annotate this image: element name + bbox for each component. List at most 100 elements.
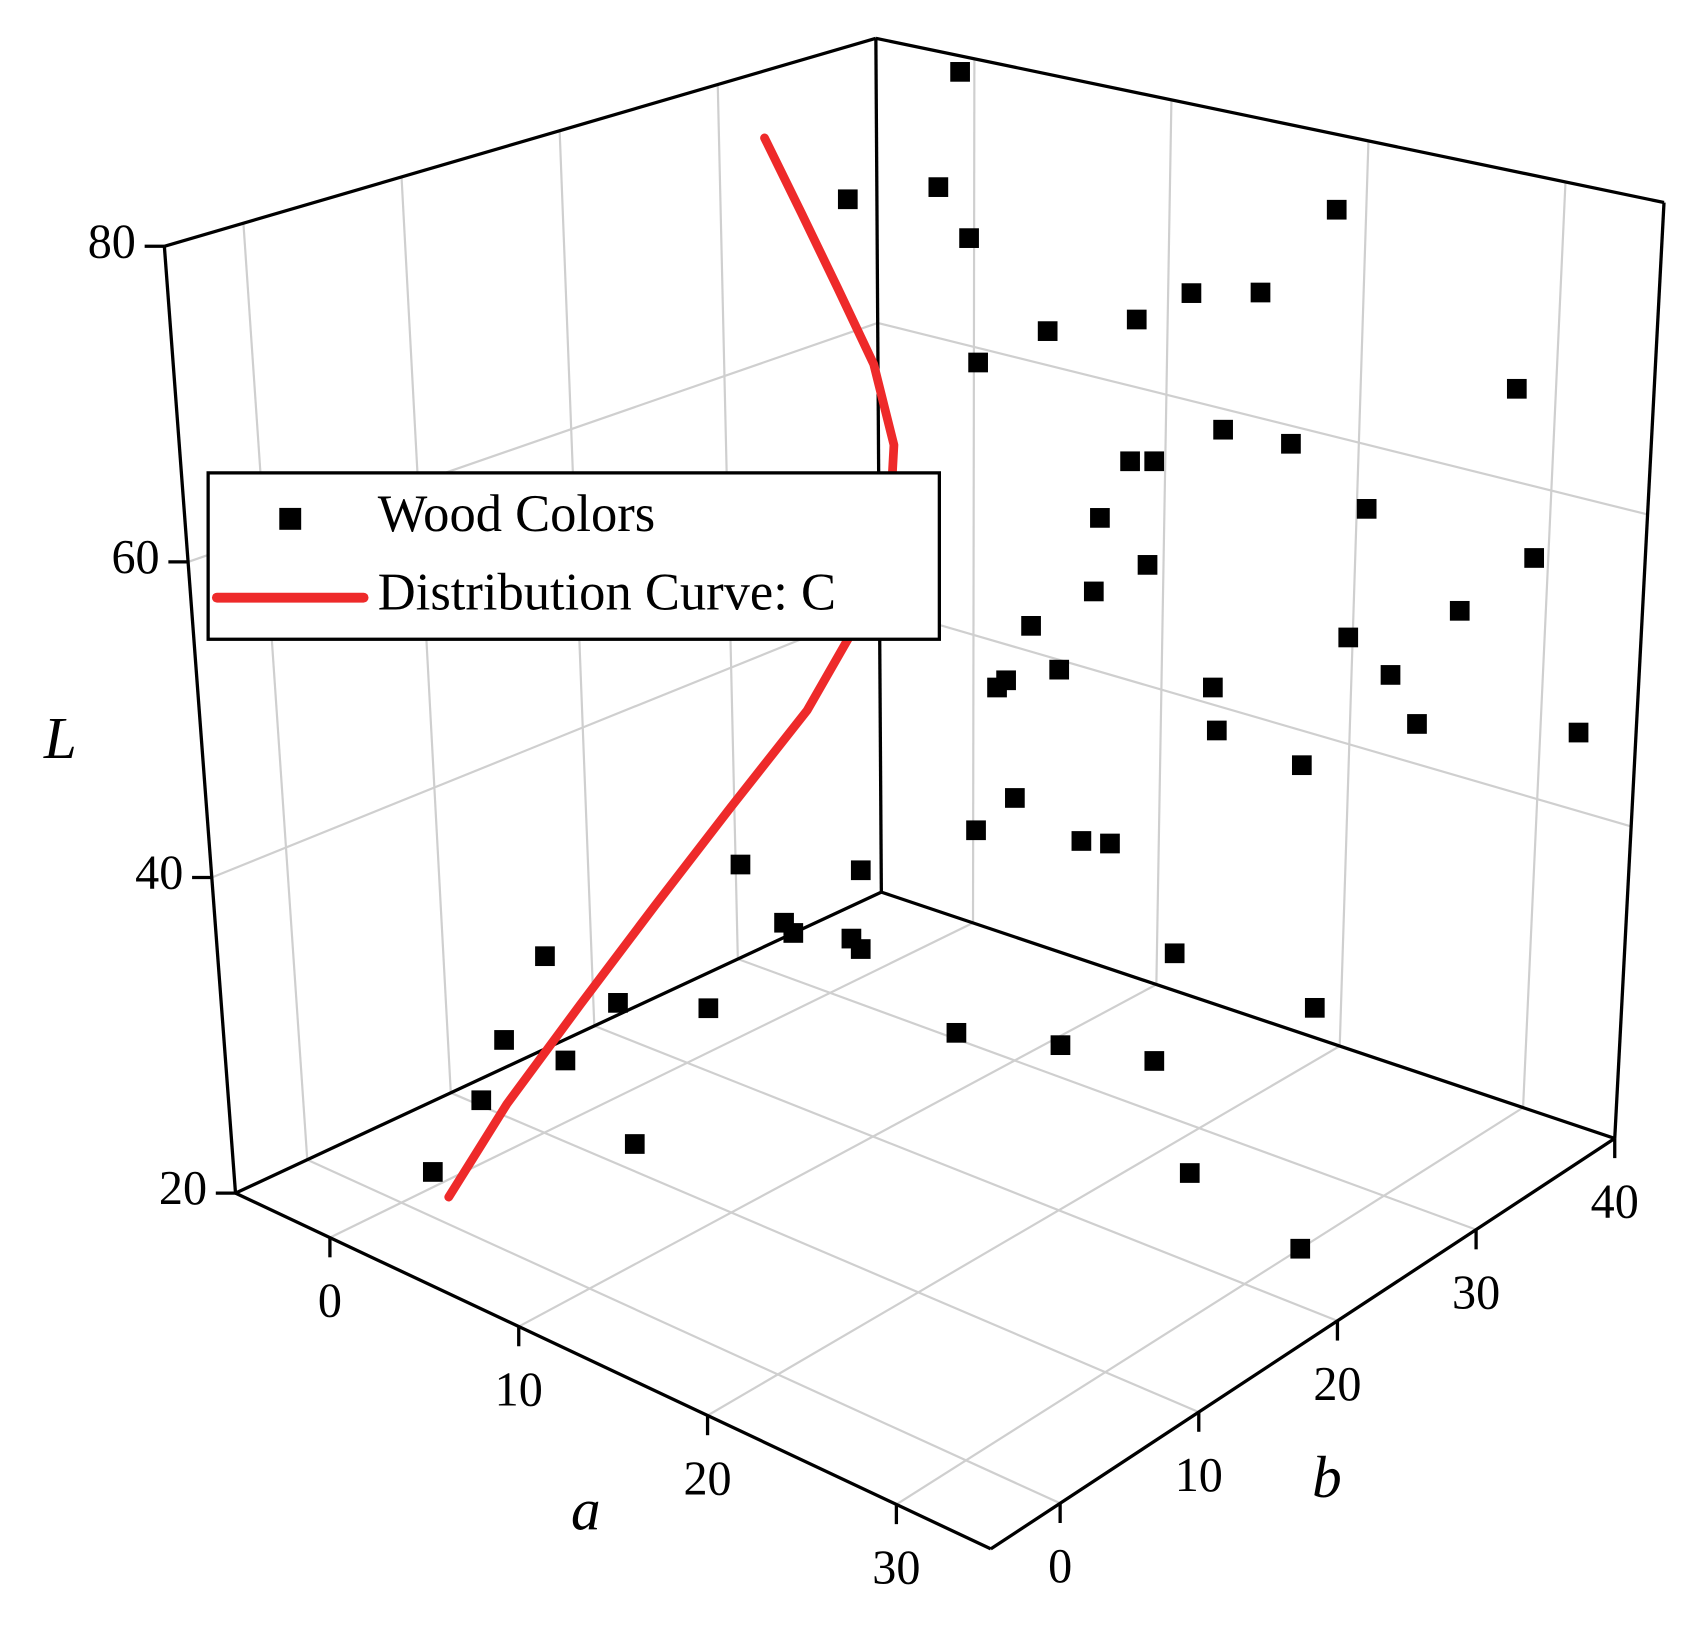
box-edge [989,1137,1616,1551]
grid-line [518,983,1157,1328]
data-point [1071,831,1092,851]
data-point [1120,451,1140,472]
data-point [1021,615,1041,636]
data-point [1206,720,1227,741]
data-point [1326,199,1347,220]
grid-line [707,1045,1341,1417]
grid-line [329,921,974,1239]
data-point [1179,1163,1200,1183]
data-point [1005,788,1025,808]
data-point [730,854,751,875]
data-point [837,189,858,210]
box-edge [163,36,877,248]
y-axis-label: b [1312,1444,1342,1510]
data-point [1203,677,1223,698]
data-point [1164,943,1185,964]
grid-line [450,1091,1200,1414]
grid-line [593,1024,1338,1322]
data-point [968,352,988,373]
grid-line [306,1158,1061,1505]
z-tick-label: 40 [135,847,183,900]
data-point [494,1030,514,1050]
legend-label: Wood Colors [378,485,655,543]
box-edge [1613,202,1666,1139]
data-point [1449,600,1470,621]
data-point [535,946,555,967]
data-point [1213,419,1233,440]
data-point [1568,722,1589,743]
data-point [1338,627,1359,648]
data-point [1049,659,1070,680]
grid-line [1521,181,1567,1108]
data-point [1524,548,1545,568]
curve [444,133,899,1202]
data-point [1144,1051,1165,1071]
grid-line [1155,99,1173,985]
data-point [850,939,871,959]
box-edge [875,36,1665,205]
grid-line [737,957,1477,1231]
data-point [1181,283,1202,303]
data-point [698,998,719,1019]
z-tick-label: 80 [88,215,136,268]
box-edge [234,1191,992,1551]
grid-line [242,223,309,1160]
data-point [783,923,804,943]
data-point [608,993,628,1013]
z-axis-label: L [43,705,77,771]
data-point [1290,1238,1311,1259]
x-axis-label: a [571,1477,601,1543]
data-point [555,1050,576,1071]
data-point [1304,997,1325,1018]
data-point [966,820,986,841]
grid-line [877,321,1648,516]
y-tick-label: 20 [1313,1358,1361,1411]
data-point [1083,581,1104,602]
data-point [850,860,871,881]
z-tick-label: 20 [159,1162,207,1215]
box-edge [874,38,883,893]
x-tick-label: 10 [495,1363,543,1416]
data-point [1100,833,1120,854]
data-point [422,1162,443,1182]
data-point [959,228,979,248]
data-point [1291,755,1312,776]
y-tick-label: 0 [1048,1540,1072,1593]
data-point [1050,1035,1071,1056]
data-point [1037,321,1058,341]
legend-marker [279,507,302,530]
y-tick-label: 10 [1175,1449,1223,1502]
box-edge [162,246,238,1194]
grid-line [879,606,1632,828]
data-point [946,1022,967,1043]
box-edge [880,890,1616,1140]
data-point [1407,714,1427,734]
data-point [624,1134,645,1154]
data-point [1090,508,1110,528]
data-point [1250,282,1271,303]
grid-line [895,1106,1524,1506]
x-tick-label: 0 [318,1275,342,1328]
x-tick-label: 30 [872,1541,920,1594]
grid-line [1338,140,1370,1047]
legend-box [206,471,941,641]
legend-label: Distribution Curve: C [378,564,836,622]
z-tick-label: 60 [111,531,159,584]
data-point [996,670,1016,691]
y-tick-label: 30 [1452,1267,1500,1320]
y-tick-label: 40 [1591,1175,1639,1228]
data-point [1144,451,1165,472]
data-point [928,177,949,197]
data-point [1506,378,1527,399]
data-point [950,62,970,82]
x-tick-label: 20 [683,1452,731,1505]
data-point [1356,499,1377,519]
box-edge [234,890,883,1195]
grid-line [971,58,976,923]
data-point [471,1090,492,1111]
data-point [1126,309,1147,330]
data-point [1281,433,1301,454]
data-point [1137,555,1158,575]
